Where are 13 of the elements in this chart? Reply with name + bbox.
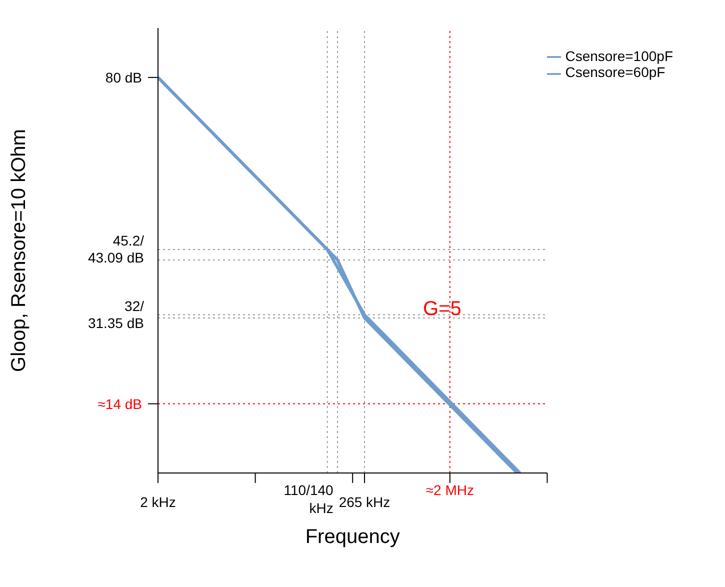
ref-line-label: ≈2 MHz	[426, 482, 474, 498]
x-tick-label: 2 kHz	[140, 494, 176, 510]
ref-line-label: 45.2/43.09 dB	[88, 232, 144, 266]
y-axis-title: Gloop, Rsensore=10 kOhm	[8, 129, 30, 372]
legend-label: Csensore=100pF	[565, 48, 673, 64]
legend-label: Csensore=60pF	[565, 64, 666, 80]
x-tick-label: 265 kHz	[338, 494, 390, 510]
ref-line-label: 32/31.35 dB	[88, 298, 144, 331]
ref-line-label: 110/140 kHz	[284, 482, 334, 516]
y-tick-label: ≈14 dB	[98, 396, 142, 412]
x-axis-title: Frequency	[305, 526, 400, 548]
annotation: G=5	[423, 298, 462, 321]
y-tick-label: 80 dB	[105, 69, 142, 86]
